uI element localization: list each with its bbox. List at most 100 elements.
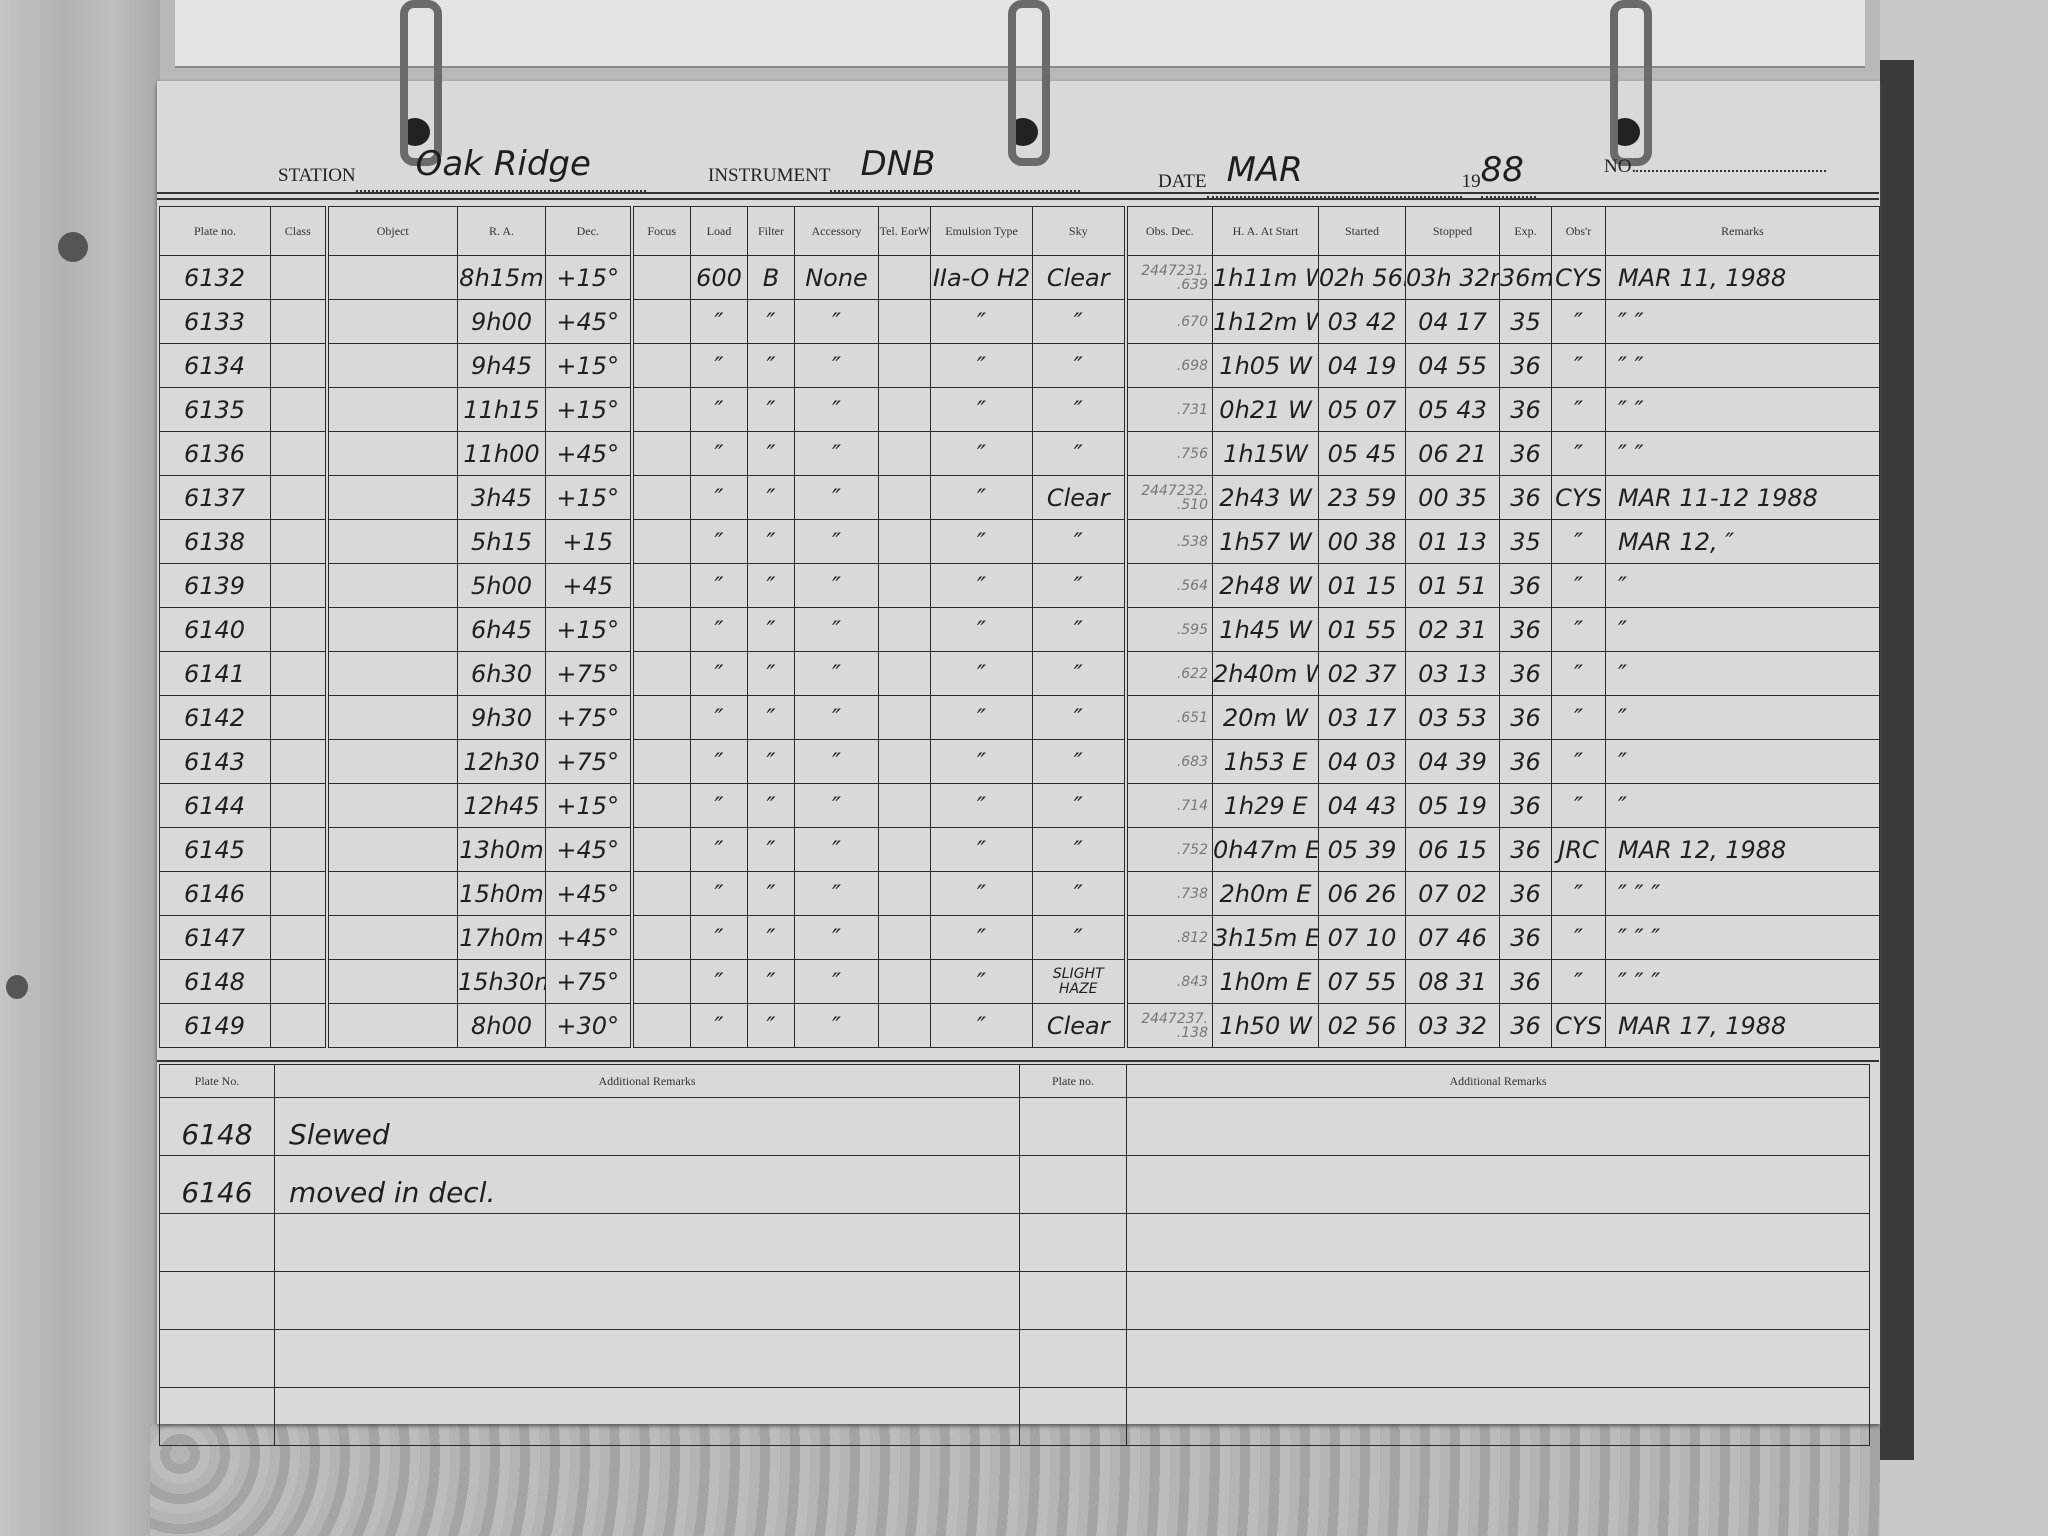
cell-sky: ″ — [1032, 783, 1128, 828]
cell-remarks: ″ ″ ″ — [1605, 915, 1880, 960]
cell-sky: ″ — [1032, 651, 1128, 696]
wood-knot — [6, 975, 28, 999]
cell-obsr: ″ — [1551, 607, 1606, 652]
cell-filter: ″ — [747, 475, 795, 520]
cell-remarks: MAR 17, 1988 — [1605, 1003, 1880, 1048]
cell-class — [270, 431, 329, 476]
cell-exp: 36 — [1499, 563, 1552, 608]
column-header-exp: Exp. — [1499, 206, 1552, 256]
column-header-focus: Focus — [631, 206, 691, 256]
column-header-stopped: Stopped — [1405, 206, 1500, 256]
obs-dec-fraction: .510 — [1176, 496, 1208, 513]
cell-emulsion: ″ — [930, 959, 1033, 1004]
cell-focus — [631, 299, 691, 344]
additional-plate-no — [1019, 1213, 1127, 1272]
table-row: 6144 12h45 +15° ″ ″ ″ ″ ″ .714 1h29 E 04 43 05 19 36… — [159, 783, 1880, 828]
cell-load: ″ — [690, 651, 748, 696]
cell-ha: 1h29 E — [1212, 783, 1319, 828]
cell-obsr: ″ — [1551, 871, 1606, 916]
additional-remark-text — [1126, 1387, 1870, 1446]
cell-sky: ″ — [1032, 299, 1128, 344]
column-header-obs-r: Obs'r — [1551, 206, 1606, 256]
cell-ha: 1h0m E — [1212, 959, 1319, 1004]
cell-tel — [878, 299, 931, 344]
cell-remarks: ″ ″ — [1605, 431, 1880, 476]
additional-remark-text — [274, 1271, 1020, 1330]
cell-focus — [631, 739, 691, 784]
cell-ra: 5h00 — [457, 563, 546, 608]
cell-class — [270, 959, 329, 1004]
cell-accessory: ″ — [794, 299, 879, 344]
cell-tel — [878, 959, 931, 1004]
cell-focus — [631, 871, 691, 916]
header-rule — [157, 192, 1879, 194]
instrument-field: INSTRUMENT DNB — [708, 144, 1081, 192]
date-value: MAR — [1226, 150, 1303, 190]
cell-stopped: 03h 32m — [1405, 255, 1500, 300]
cell-accessory: ″ — [794, 431, 879, 476]
cell-stopped: 02 31 — [1405, 607, 1500, 652]
cell-accessory: ″ — [794, 343, 879, 388]
cell-obs-dec: .595 — [1125, 607, 1213, 652]
section-rule — [157, 1060, 1879, 1062]
cell-remarks: ″ — [1605, 739, 1880, 784]
cell-focus — [631, 827, 691, 872]
cell-obs-dec: .731 — [1125, 387, 1213, 432]
cell-exp: 36 — [1499, 387, 1552, 432]
cell-object — [326, 255, 458, 300]
cell-exp: 36 — [1499, 1003, 1552, 1048]
cell-obs-dec: .564 — [1125, 563, 1213, 608]
table-row: 6135 11h15 +15° ″ ″ ″ ″ ″ .731 0h21 W 05 07 05 43 36… — [159, 387, 1880, 432]
cell-exp: 36 — [1499, 431, 1552, 476]
column-header-tel-eorw: Tel. EorW — [878, 206, 931, 256]
additional-remarks-header: Plate No. Additional Remarks Plate no. A… — [159, 1064, 1870, 1098]
cell-class — [270, 607, 329, 652]
cell-class — [270, 519, 329, 564]
obs-dec-fraction: .752 — [1176, 841, 1208, 858]
obs-dec-fraction: .564 — [1176, 577, 1208, 594]
cell-plate: 6145 — [159, 827, 271, 872]
station-label: STATION — [278, 165, 356, 186]
cell-object — [326, 343, 458, 388]
number-field: NO. — [1604, 156, 1827, 178]
cell-remarks: MAR 12, ″ — [1605, 519, 1880, 564]
cell-accessory: ″ — [794, 519, 879, 564]
cell-plate: 6137 — [159, 475, 271, 520]
additional-remarks-header-left: Additional Remarks — [274, 1064, 1020, 1098]
additional-remark-text — [274, 1387, 1020, 1446]
cell-ha: 20m W — [1212, 695, 1319, 740]
cell-started: 06 26 — [1318, 871, 1406, 916]
additional-remarks-row: 6146 moved in decl. — [159, 1155, 1870, 1214]
cell-obsr: ″ — [1551, 299, 1606, 344]
cell-emulsion: ″ — [930, 739, 1033, 784]
cell-filter: ″ — [747, 519, 795, 564]
cell-sky: ″ — [1032, 607, 1128, 652]
cell-tel — [878, 431, 931, 476]
cell-emulsion: ″ — [930, 299, 1033, 344]
obs-dec-julian-day: 2447231. — [1141, 262, 1208, 279]
obs-dec-fraction: .843 — [1176, 973, 1208, 990]
cell-filter: ″ — [747, 1003, 795, 1048]
cell-accessory: ″ — [794, 871, 879, 916]
cell-sky: ″ — [1032, 343, 1128, 388]
cell-emulsion: ″ — [930, 783, 1033, 828]
cell-plate: 6133 — [159, 299, 271, 344]
cell-remarks: ″ — [1605, 695, 1880, 740]
cell-tel — [878, 915, 931, 960]
cell-ha: 2h40m W — [1212, 651, 1319, 696]
table-header-row: Plate no. Class Object R. A. Dec. Focus Load Fi… — [159, 206, 1880, 256]
cell-sky: ″ — [1032, 827, 1128, 872]
obs-dec-fraction: .812 — [1176, 929, 1208, 946]
cell-stopped: 03 53 — [1405, 695, 1500, 740]
cell-exp: 36 — [1499, 651, 1552, 696]
table-row: 6134 9h45 +15° ″ ″ ″ ″ ″ .698 1h05 W 04 19 04 55 36 ″… — [159, 343, 1880, 388]
cell-exp: 36 — [1499, 607, 1552, 652]
cell-object — [326, 651, 458, 696]
cell-obs-dec: .714 — [1125, 783, 1213, 828]
cell-obsr: ″ — [1551, 651, 1606, 696]
additional-plate-no — [1019, 1155, 1127, 1214]
cell-exp: 36 — [1499, 739, 1552, 784]
cell-accessory: ″ — [794, 387, 879, 432]
cell-emulsion: ″ — [930, 607, 1033, 652]
table-row: 6132 8h15m +15° 600 B None IIa-O H2 Clear 244723… — [159, 255, 1880, 300]
